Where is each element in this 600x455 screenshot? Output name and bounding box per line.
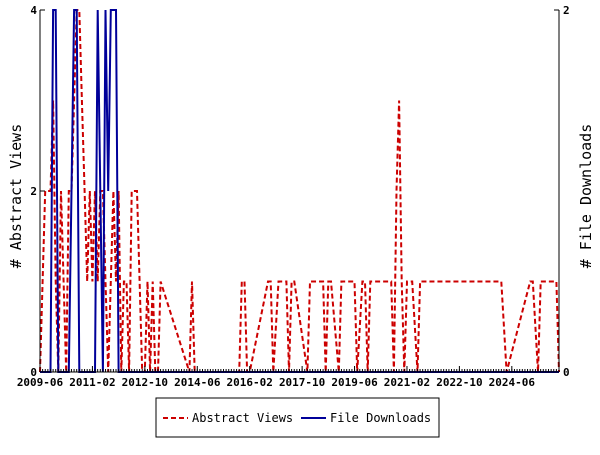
series-abstract-views-line: [39, 9, 560, 373]
y-tick-label: 4: [30, 4, 37, 17]
y2-axis-title: # File Downloads: [577, 124, 595, 269]
legend-label-file-downloads: File Downloads: [330, 411, 431, 425]
x-tick-label: 2009-06: [17, 376, 64, 389]
x-tick-label: 2024-06: [489, 376, 536, 389]
x-tick-label: 2011-02: [69, 376, 115, 389]
x-tick-label: 2016-02: [227, 376, 273, 389]
x-tick-label: 2012-10: [122, 376, 168, 389]
legend-box: [155, 397, 440, 438]
y2-tick-label: 2: [563, 4, 570, 17]
x-tick-label: 2017-10: [279, 376, 325, 389]
y2-tick-label: 0: [563, 366, 570, 379]
y-tick-label: 2: [30, 185, 37, 198]
y-axis-title: # Abstract Views: [7, 124, 25, 269]
legend: Abstract Views File Downloads: [155, 397, 440, 438]
y-tick-label: 0: [30, 366, 37, 379]
x-tick-label: 2014-06: [174, 376, 221, 389]
x-tick-label: 2019-06: [331, 376, 378, 389]
x-tick-label: 2021-02: [384, 376, 430, 389]
legend-label-abstract-views: Abstract Views: [192, 411, 293, 425]
x-tick-label: 2022-10: [436, 376, 482, 389]
